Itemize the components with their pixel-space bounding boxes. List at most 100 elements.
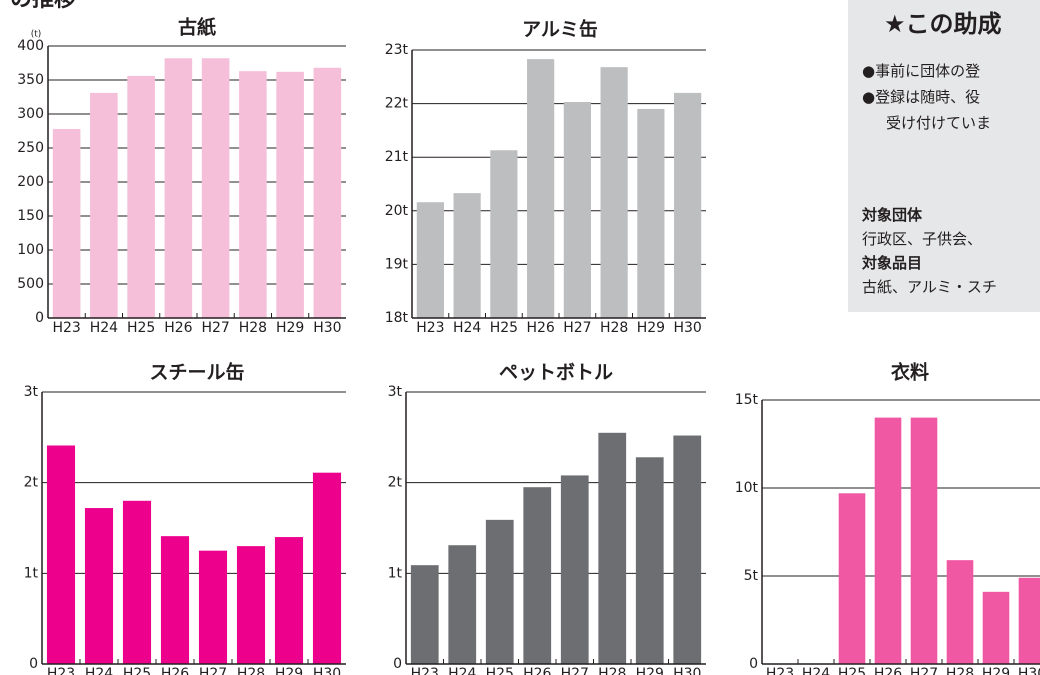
bar bbox=[637, 108, 665, 319]
info-panel: ★この助成 ●事前に団体の登 ●登録は随時、役 受け付けていま 対象団体 行政区… bbox=[848, 0, 1040, 312]
bar bbox=[910, 417, 938, 664]
panel-line: ●事前に団体の登 bbox=[862, 62, 981, 80]
x-tick-label: H24 bbox=[90, 320, 118, 336]
panel-line: ●登録は随時、役 bbox=[862, 88, 981, 106]
y-tick-label: 1t bbox=[24, 565, 39, 581]
bar bbox=[46, 445, 76, 664]
bar bbox=[1018, 577, 1040, 664]
x-tick-label: H28 bbox=[946, 666, 974, 675]
x-tick-label: H25 bbox=[838, 666, 866, 675]
x-tick-label: H23 bbox=[411, 666, 439, 675]
chart-title: スチール缶 bbox=[149, 361, 244, 384]
bar bbox=[485, 519, 514, 664]
x-tick-label: H29 bbox=[637, 320, 665, 336]
bar bbox=[946, 560, 974, 664]
x-tick-label: H28 bbox=[600, 320, 628, 336]
x-tick-label: H26 bbox=[523, 666, 551, 675]
bar bbox=[274, 537, 304, 664]
y-tick-label: 2t bbox=[24, 475, 39, 491]
unit-label: (t) bbox=[31, 30, 42, 40]
x-tick-label: H26 bbox=[164, 320, 192, 336]
bar bbox=[239, 71, 267, 318]
x-tick-label: H27 bbox=[199, 666, 227, 675]
bar bbox=[410, 565, 439, 664]
x-tick-label: H30 bbox=[1018, 666, 1040, 675]
bar bbox=[416, 202, 444, 318]
y-tick-label: 300 bbox=[17, 106, 44, 122]
x-tick-label: H29 bbox=[636, 666, 664, 675]
y-tick-label: 3t bbox=[24, 384, 39, 400]
bar bbox=[874, 417, 902, 664]
panel-heading: 対象団体 bbox=[862, 206, 923, 224]
x-tick-label: H30 bbox=[673, 666, 701, 675]
bar bbox=[276, 71, 304, 318]
x-tick-label: H27 bbox=[563, 320, 591, 336]
panel-title: ★この助成 bbox=[884, 10, 1002, 38]
y-tick-label: 150 bbox=[17, 208, 44, 224]
x-tick-label: H26 bbox=[874, 666, 902, 675]
chart-title: 衣料 bbox=[891, 361, 929, 384]
x-tick-label: H25 bbox=[123, 666, 151, 675]
bar bbox=[523, 487, 552, 664]
x-tick-label: H27 bbox=[201, 320, 229, 336]
chart-title: ペットボトル bbox=[499, 362, 613, 384]
x-tick-label: H24 bbox=[802, 666, 830, 675]
panel-text: 行政区、子供会、 bbox=[862, 230, 983, 248]
y-tick-label: 350 bbox=[17, 72, 44, 88]
y-tick-label: 10t bbox=[735, 480, 759, 496]
bar bbox=[122, 500, 152, 664]
x-tick-label: H30 bbox=[673, 320, 701, 336]
x-tick-label: H29 bbox=[275, 666, 303, 675]
bar bbox=[448, 545, 477, 664]
x-tick-label: H30 bbox=[313, 320, 341, 336]
y-tick-label: 20t bbox=[385, 203, 409, 219]
chart-title: アルミ缶 bbox=[522, 18, 598, 41]
x-tick-label: H29 bbox=[276, 320, 304, 336]
y-tick-label: 22t bbox=[385, 96, 409, 112]
x-tick-label: H28 bbox=[239, 320, 267, 336]
y-tick-label: 250 bbox=[17, 140, 44, 156]
panel-line: 受け付けていま bbox=[886, 114, 992, 132]
bar bbox=[673, 435, 702, 664]
bar bbox=[201, 58, 230, 319]
y-tick-label: 21t bbox=[385, 149, 409, 165]
page-header: の推移 bbox=[10, 0, 76, 12]
x-tick-label: H26 bbox=[161, 666, 189, 675]
y-tick-label: 1t bbox=[388, 565, 403, 581]
x-tick-label: H24 bbox=[85, 666, 113, 675]
x-tick-label: H25 bbox=[486, 666, 514, 675]
bar bbox=[236, 546, 266, 664]
panel-heading: 対象品目 bbox=[862, 254, 923, 272]
x-tick-label: H27 bbox=[910, 666, 938, 675]
x-tick-label: H23 bbox=[52, 320, 80, 336]
x-tick-label: H24 bbox=[448, 666, 476, 675]
y-tick-label: 0 bbox=[393, 656, 402, 672]
bar bbox=[90, 92, 118, 318]
bar bbox=[313, 67, 342, 318]
x-tick-label: H30 bbox=[313, 666, 341, 675]
x-tick-label: H25 bbox=[490, 320, 518, 336]
bar bbox=[127, 75, 155, 318]
x-tick-label: H29 bbox=[982, 666, 1010, 675]
y-tick-label: 3t bbox=[388, 384, 403, 400]
bar bbox=[52, 128, 81, 318]
bar bbox=[164, 58, 193, 319]
y-tick-label: 15t bbox=[735, 392, 759, 408]
x-tick-label: H24 bbox=[453, 320, 481, 336]
bar bbox=[84, 508, 114, 664]
bar bbox=[527, 59, 555, 318]
bar bbox=[560, 475, 589, 664]
bar bbox=[453, 193, 481, 318]
x-tick-label: H28 bbox=[237, 666, 265, 675]
bar bbox=[490, 150, 518, 318]
bar bbox=[635, 457, 664, 664]
panel-text: 古紙、アルミ・スチ bbox=[862, 278, 997, 296]
x-tick-label: H23 bbox=[47, 666, 75, 675]
y-tick-label: 500 bbox=[17, 276, 44, 292]
y-tick-label: 0 bbox=[29, 656, 38, 672]
x-tick-label: H23 bbox=[416, 320, 444, 336]
chart-title: 古紙 bbox=[178, 16, 216, 39]
x-tick-label: H25 bbox=[127, 320, 155, 336]
bar bbox=[838, 493, 866, 664]
